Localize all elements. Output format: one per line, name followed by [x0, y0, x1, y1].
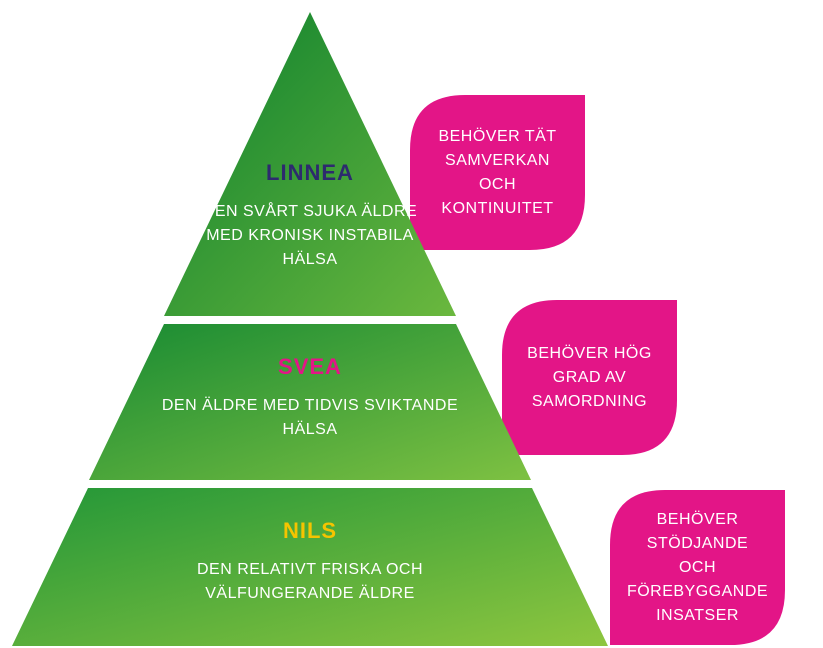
- callout-nils-text: BEHÖVER STÖDJANDE OCH FÖREBYGGANDE INSAT…: [627, 508, 768, 628]
- tier-svea-desc: DEN ÄLDRE MED TIDVIS SVIKTANDE HÄLSA: [160, 394, 460, 442]
- callout-linnea-text: BEHÖVER TÄT SAMVERKAN OCH KONTINUITET: [428, 125, 567, 221]
- callout-svea: BEHÖVER HÖG GRAD AV SAMORDNING: [502, 300, 677, 455]
- callout-linnea: BEHÖVER TÄT SAMVERKAN OCH KONTINUITET: [410, 95, 585, 250]
- tier-nils-desc: DEN RELATIVT FRISKA OCH VÄLFUNGERANDE ÄL…: [140, 558, 480, 606]
- callout-svea-text: BEHÖVER HÖG GRAD AV SAMORDNING: [520, 342, 659, 414]
- tier-nils-title: NILS: [12, 518, 608, 544]
- callout-nils: BEHÖVER STÖDJANDE OCH FÖREBYGGANDE INSAT…: [610, 490, 785, 645]
- tier-linnea-desc: DEN SVÅRT SJUKA ÄLDRE MED KRONISK INSTAB…: [190, 200, 430, 272]
- tier-svea-title: SVEA: [89, 354, 531, 380]
- tier-svea: SVEA DEN ÄLDRE MED TIDVIS SVIKTANDE HÄLS…: [89, 324, 531, 480]
- tier-nils: NILS DEN RELATIVT FRISKA OCH VÄLFUNGERAN…: [12, 488, 608, 646]
